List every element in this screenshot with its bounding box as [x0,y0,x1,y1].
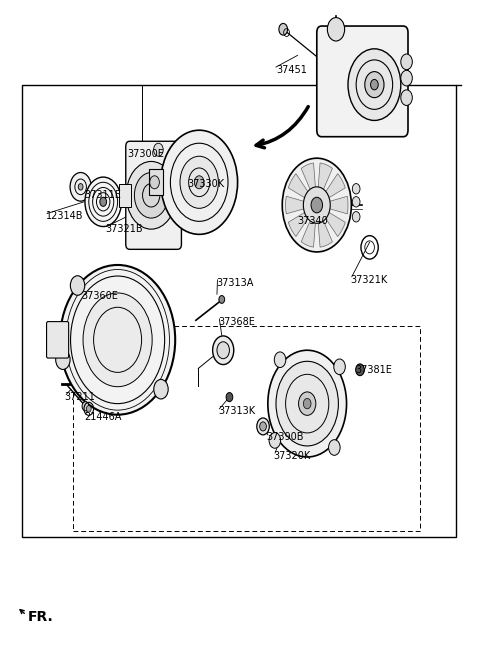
Circle shape [276,361,338,446]
Bar [22,85,456,537]
Circle shape [70,173,91,201]
Wedge shape [317,196,348,214]
Text: 37211: 37211 [65,392,96,402]
Wedge shape [286,196,317,214]
Circle shape [180,156,218,208]
Circle shape [78,184,83,190]
Circle shape [56,350,70,370]
FancyBboxPatch shape [126,141,181,249]
Text: 37381E: 37381E [355,365,392,375]
Circle shape [154,143,163,156]
Wedge shape [317,174,345,205]
Circle shape [371,79,378,90]
Circle shape [303,187,330,223]
Text: 37321B: 37321B [106,224,143,234]
Circle shape [257,418,269,435]
Circle shape [100,197,107,206]
Wedge shape [317,205,345,236]
Circle shape [126,161,176,229]
Ellipse shape [60,265,175,415]
Circle shape [352,212,360,222]
Circle shape [401,90,412,105]
Circle shape [274,352,286,368]
Text: 21446A: 21446A [84,411,121,422]
Circle shape [260,422,266,431]
Circle shape [86,406,91,412]
Wedge shape [301,163,317,205]
Circle shape [194,176,204,189]
Circle shape [134,173,168,218]
Wedge shape [317,163,332,205]
Text: 37311E: 37311E [84,190,121,201]
Circle shape [268,350,347,457]
Circle shape [161,130,238,234]
Text: 37320K: 37320K [274,450,311,461]
Circle shape [279,23,288,35]
Circle shape [282,158,351,252]
Circle shape [226,393,233,402]
Text: 37313A: 37313A [216,278,253,288]
Circle shape [327,18,345,41]
Circle shape [334,359,345,374]
Circle shape [219,296,225,303]
Circle shape [154,380,168,399]
Text: 37321K: 37321K [350,275,388,285]
Circle shape [213,336,234,365]
Circle shape [269,433,281,449]
Text: 37300E: 37300E [127,148,164,159]
Text: 37360E: 37360E [82,291,119,301]
Bar [119,184,131,207]
Circle shape [352,184,360,194]
Text: FR.: FR. [28,610,54,624]
Wedge shape [317,205,332,247]
Circle shape [82,402,89,411]
Circle shape [401,70,412,86]
Circle shape [150,176,159,189]
Text: 37390B: 37390B [266,432,304,443]
Circle shape [71,276,85,296]
Circle shape [348,49,401,120]
FancyBboxPatch shape [47,322,69,358]
Circle shape [83,293,152,387]
Text: 37368E: 37368E [218,317,255,327]
Wedge shape [288,174,317,205]
Circle shape [352,197,360,207]
Text: 12314B: 12314B [46,211,83,221]
Wedge shape [288,205,317,236]
Circle shape [329,439,340,455]
Circle shape [311,197,323,213]
Bar [149,169,163,195]
FancyBboxPatch shape [317,26,408,137]
Circle shape [356,364,364,376]
Text: 37330K: 37330K [187,178,224,189]
Text: 37340: 37340 [298,216,328,227]
Circle shape [217,342,229,359]
Circle shape [401,54,412,70]
Circle shape [299,392,316,415]
Circle shape [85,177,121,227]
Bar [73,326,420,531]
Text: 37313K: 37313K [218,406,255,417]
Circle shape [303,398,311,409]
Text: 37451: 37451 [276,65,307,76]
Circle shape [365,72,384,98]
Wedge shape [301,205,317,247]
